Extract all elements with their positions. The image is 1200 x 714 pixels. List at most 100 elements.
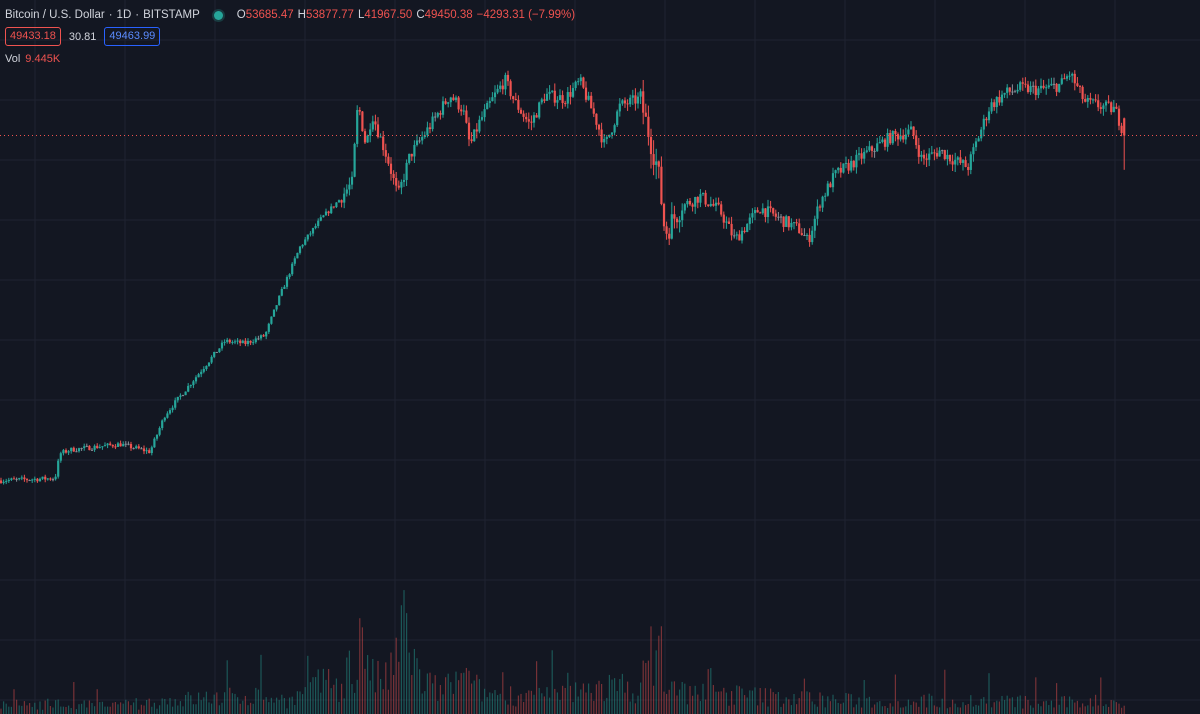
volume-bar	[257, 689, 259, 714]
candle-body	[883, 139, 887, 147]
candle-body	[441, 101, 445, 115]
volume-bar	[153, 702, 155, 714]
sell-price-button[interactable]: 49433.18	[5, 27, 61, 46]
volume-bar	[47, 698, 49, 714]
volume-bar	[954, 703, 956, 714]
candle-body	[75, 451, 78, 453]
candle-body	[298, 246, 302, 253]
volume-bar	[1056, 683, 1058, 714]
volume-bar	[546, 687, 548, 714]
symbol-name[interactable]: Bitcoin / U.S. Dollar	[5, 9, 105, 21]
market-status-icon[interactable]	[213, 10, 223, 20]
volume-bar	[190, 695, 192, 714]
candle-body	[904, 134, 907, 140]
volume-bar	[905, 706, 907, 714]
volume-bar	[486, 697, 488, 714]
volume-bar	[562, 685, 564, 714]
candle-body	[194, 377, 198, 382]
volume-bar	[757, 705, 759, 714]
buy-price-button[interactable]: 49463.99	[104, 27, 161, 46]
volume-bar	[801, 691, 803, 714]
candle-body	[98, 447, 101, 449]
volume-bar	[920, 696, 922, 714]
candle-body	[1011, 91, 1014, 93]
candle-body	[642, 91, 645, 113]
volume-bar	[364, 668, 366, 714]
candle-body	[493, 92, 497, 98]
volume-bar	[133, 702, 135, 714]
volume-bar	[733, 704, 735, 714]
volume-bar	[699, 701, 701, 714]
candle-body	[304, 239, 307, 245]
volume-bar	[387, 689, 389, 714]
candle-body	[610, 132, 614, 135]
volume-bar	[437, 700, 439, 714]
volume-bar	[42, 709, 44, 714]
candle-body	[987, 111, 991, 121]
symbol-legend[interactable]: Bitcoin / U.S. Dollar · 1D · BITSTAMP O …	[5, 6, 579, 24]
volume-bar	[489, 692, 491, 714]
legend-separator: ·	[135, 9, 140, 21]
volume-bar	[44, 700, 46, 714]
volume-bar	[452, 693, 454, 714]
volume-bar	[991, 707, 993, 714]
volume-bar	[835, 699, 837, 714]
candle-body	[64, 450, 68, 453]
candle-body	[787, 216, 790, 228]
candle-body	[0, 480, 3, 483]
interval-label[interactable]: 1D	[116, 9, 132, 21]
volume-bar	[3, 701, 5, 714]
candle-body	[90, 449, 94, 451]
candle-body	[704, 192, 707, 205]
candle-body	[623, 100, 627, 104]
volume-bar	[252, 703, 254, 714]
candle-body	[1042, 85, 1045, 88]
volume-series	[0, 590, 1125, 714]
volume-bar	[725, 692, 727, 714]
candle-body	[226, 339, 229, 342]
open-key: O	[236, 9, 246, 21]
volume-bar	[1121, 707, 1123, 714]
volume-bar	[88, 700, 90, 714]
volume-bar	[434, 675, 436, 714]
volume-bar	[68, 705, 70, 714]
volume-bar	[580, 689, 582, 714]
candle-body	[483, 109, 486, 118]
volume-bar	[200, 700, 202, 714]
volume-bar	[1105, 704, 1107, 714]
candle-body	[311, 228, 315, 234]
volume-bar	[660, 626, 662, 714]
candle-body	[473, 129, 476, 142]
candle-body	[577, 81, 580, 83]
volume-bar	[738, 686, 740, 714]
candle-body	[993, 102, 996, 108]
volume-bar	[814, 704, 816, 714]
volume-bar	[60, 706, 62, 714]
volume-bar	[1027, 699, 1029, 714]
candle-body	[501, 85, 504, 90]
volume-bar	[312, 677, 314, 714]
volume-bar	[616, 691, 618, 714]
volume-bar	[666, 693, 668, 714]
volume-bar	[827, 696, 829, 714]
volume-bar	[829, 701, 831, 714]
volume-bar	[515, 706, 517, 714]
volume-bar	[21, 705, 23, 714]
candle-body	[972, 147, 975, 155]
candle-body	[434, 116, 437, 118]
candle-body	[140, 448, 143, 450]
candle-body	[491, 97, 494, 102]
candle-body	[249, 341, 252, 343]
candle-body	[233, 341, 237, 343]
volume-bar	[380, 678, 382, 714]
volume-bar	[309, 682, 311, 714]
candle-body	[44, 476, 47, 480]
volume-bar	[541, 693, 543, 714]
candle-body	[1071, 73, 1074, 76]
candle-body	[239, 340, 242, 344]
volume-bar	[679, 689, 681, 714]
volume-legend[interactable]: Vol 9.445K	[5, 53, 60, 65]
